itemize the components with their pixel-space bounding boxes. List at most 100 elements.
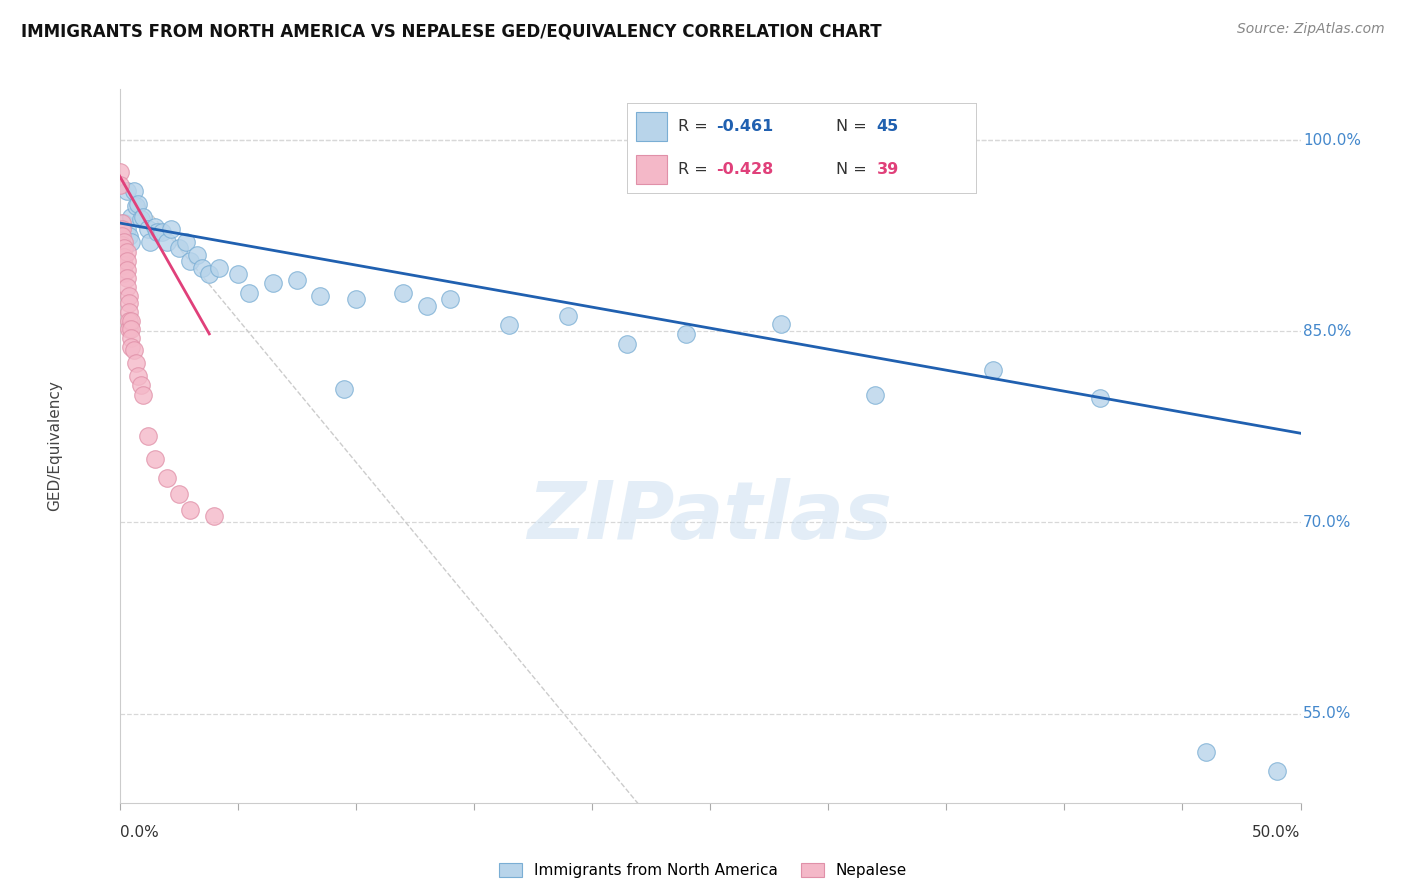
Point <box>118 228 141 243</box>
Point <box>120 210 142 224</box>
Point <box>174 235 197 249</box>
Text: N =: N = <box>837 120 872 134</box>
Text: 50.0%: 50.0% <box>1253 825 1301 839</box>
Point <box>160 222 183 236</box>
Text: R =: R = <box>678 120 713 134</box>
Text: 100.0%: 100.0% <box>1303 133 1361 148</box>
Point <box>115 270 138 285</box>
Point <box>439 293 461 307</box>
Text: 0.0%: 0.0% <box>120 825 159 839</box>
Text: 45: 45 <box>876 120 898 134</box>
Point <box>344 293 367 307</box>
Point <box>139 235 162 249</box>
Point <box>112 266 135 280</box>
Point <box>118 314 141 328</box>
Point <box>150 225 173 239</box>
Point <box>111 251 134 265</box>
Point <box>179 254 201 268</box>
Point <box>136 222 159 236</box>
Point <box>179 502 201 516</box>
Point <box>108 165 131 179</box>
Point <box>120 340 142 354</box>
Point <box>1265 764 1288 778</box>
Point <box>198 267 221 281</box>
Point <box>167 487 190 501</box>
Legend: Immigrants from North America, Nepalese: Immigrants from North America, Nepalese <box>492 857 914 884</box>
Point <box>1195 745 1218 759</box>
Point <box>127 368 149 383</box>
Text: 85.0%: 85.0% <box>1303 324 1351 339</box>
Point <box>118 322 141 336</box>
Point <box>392 286 415 301</box>
Point <box>115 222 138 236</box>
Text: -0.428: -0.428 <box>716 162 773 177</box>
Point <box>191 260 214 275</box>
Bar <box>636 112 668 141</box>
Point <box>186 248 208 262</box>
Point <box>122 184 145 198</box>
Point <box>125 199 148 213</box>
Point <box>498 318 520 332</box>
Point <box>208 260 231 275</box>
Point <box>118 288 141 302</box>
Point <box>865 388 887 402</box>
Point <box>125 356 148 370</box>
Point <box>156 235 179 249</box>
Point <box>112 235 135 249</box>
Point <box>167 242 190 256</box>
Point <box>769 317 792 331</box>
Point <box>108 178 131 192</box>
Point <box>129 212 152 227</box>
Point <box>115 263 138 277</box>
Point <box>202 509 225 524</box>
Point <box>143 451 166 466</box>
Point <box>120 322 142 336</box>
Text: -0.461: -0.461 <box>716 120 773 134</box>
Point <box>111 245 134 260</box>
Point <box>262 276 284 290</box>
Point <box>1088 391 1111 405</box>
Text: Source: ZipAtlas.com: Source: ZipAtlas.com <box>1237 22 1385 37</box>
Point <box>118 296 141 310</box>
Point <box>111 216 134 230</box>
Point <box>112 251 135 265</box>
Point <box>120 331 142 345</box>
Point <box>675 326 697 341</box>
Point <box>127 197 149 211</box>
Point <box>129 377 152 392</box>
Point <box>136 429 159 443</box>
Point <box>132 388 155 402</box>
Text: R =: R = <box>678 162 713 177</box>
Point <box>238 286 260 301</box>
Point <box>112 216 135 230</box>
Point <box>226 267 249 281</box>
Text: N =: N = <box>837 162 872 177</box>
Point <box>111 222 134 236</box>
Point <box>120 314 142 328</box>
Point <box>309 288 332 302</box>
Text: 55.0%: 55.0% <box>1303 706 1351 721</box>
Point <box>983 362 1005 376</box>
Point <box>415 299 437 313</box>
Point <box>285 273 308 287</box>
Point <box>132 210 155 224</box>
Bar <box>636 155 668 184</box>
Point <box>333 382 356 396</box>
Text: ZIPatlas: ZIPatlas <box>527 478 893 557</box>
Point <box>616 337 638 351</box>
Point <box>111 258 134 272</box>
Point <box>118 305 141 319</box>
Point <box>143 219 166 234</box>
Text: 70.0%: 70.0% <box>1303 515 1351 530</box>
Text: GED/Equivalency: GED/Equivalency <box>46 381 62 511</box>
Point <box>115 254 138 268</box>
Point <box>146 225 169 239</box>
Point <box>111 228 134 243</box>
Text: 39: 39 <box>876 162 898 177</box>
Point <box>557 309 579 323</box>
Point <box>120 235 142 249</box>
Point <box>112 242 135 256</box>
Point <box>122 343 145 358</box>
Text: IMMIGRANTS FROM NORTH AMERICA VS NEPALESE GED/EQUIVALENCY CORRELATION CHART: IMMIGRANTS FROM NORTH AMERICA VS NEPALES… <box>21 22 882 40</box>
Point <box>156 471 179 485</box>
